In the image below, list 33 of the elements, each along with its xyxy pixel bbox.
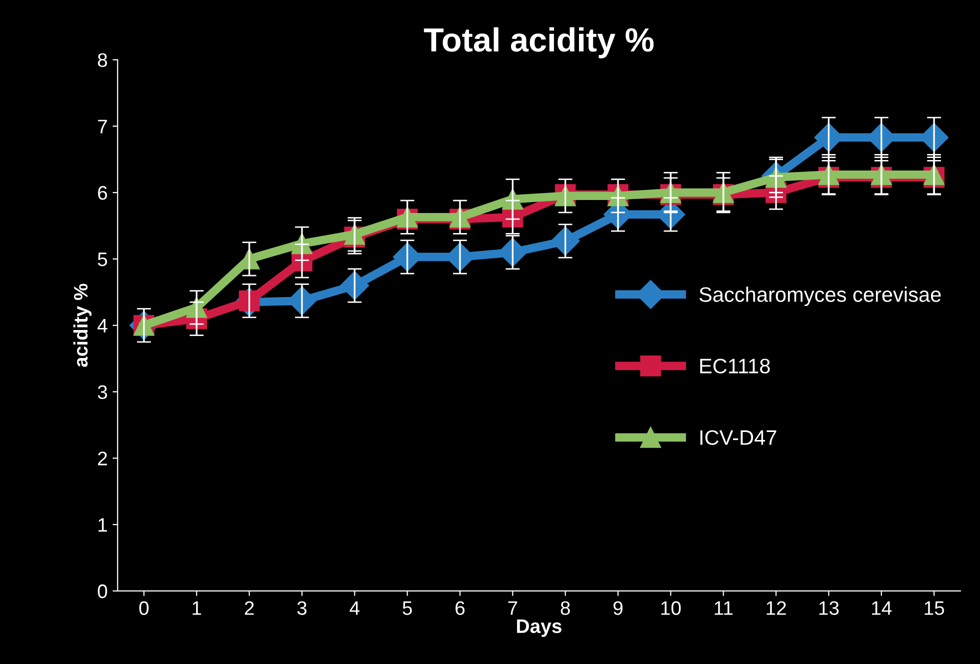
x-tick-label: 11 bbox=[714, 601, 733, 615]
y-tick-label: 4 bbox=[98, 319, 108, 332]
x-tick-label: 4 bbox=[350, 601, 360, 615]
y-tick-label: 1 bbox=[98, 518, 107, 532]
x-tick-label: 10 bbox=[661, 601, 681, 615]
y-axis-title: acidity % bbox=[73, 284, 92, 367]
chart-title: Total acidity % bbox=[424, 27, 654, 58]
legend-label: EC1118 bbox=[700, 358, 770, 374]
point bbox=[340, 271, 370, 300]
x-tick-label: 9 bbox=[614, 601, 622, 615]
x-axis-title: Days bbox=[517, 620, 562, 637]
x-tick-label: 8 bbox=[560, 601, 570, 615]
y-tick-label: 7 bbox=[98, 120, 107, 134]
x-tick-label: 0 bbox=[139, 601, 149, 615]
y-tick-label: 3 bbox=[98, 385, 108, 399]
y-tick-label: 6 bbox=[98, 186, 108, 200]
x-tick-label: 2 bbox=[244, 601, 254, 615]
legend-label: ICV-D47 bbox=[700, 430, 776, 445]
point bbox=[550, 226, 580, 256]
x-tick-label: 3 bbox=[297, 601, 307, 615]
y-tick-label: 8 bbox=[98, 53, 108, 67]
x-tick-label: 14 bbox=[872, 601, 892, 615]
y-tick-label: 5 bbox=[98, 252, 108, 266]
x-tick-label: 12 bbox=[766, 601, 786, 615]
x-tick-label: 6 bbox=[456, 601, 465, 615]
x-tick-label: 15 bbox=[924, 601, 944, 615]
y-tick-label: 2 bbox=[98, 452, 107, 466]
x-tick-label: 5 bbox=[402, 601, 412, 615]
legend-label: Saccharomyces cerevisae bbox=[699, 286, 941, 306]
x-tick-label: 13 bbox=[819, 601, 839, 615]
x-tick-label: 7 bbox=[508, 601, 518, 615]
x-tick-label: 1 bbox=[192, 601, 202, 615]
y-tick-label: 0 bbox=[98, 584, 108, 598]
